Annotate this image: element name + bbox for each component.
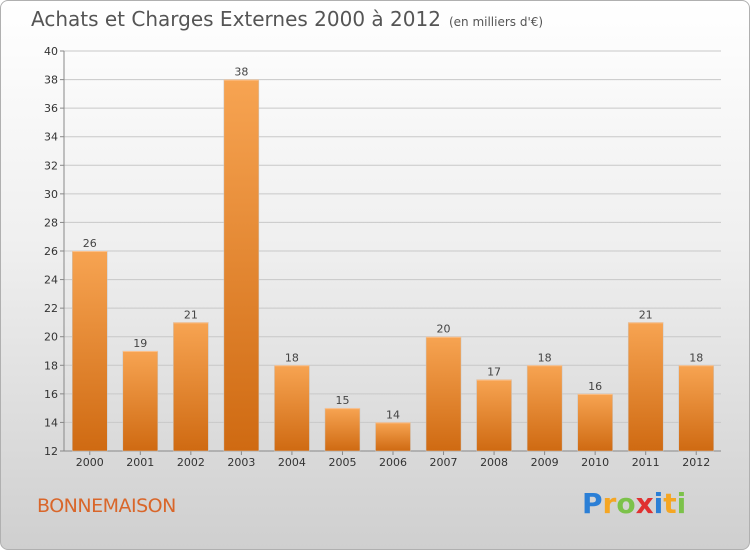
bar: [173, 322, 209, 452]
y-tick-label: 16: [44, 388, 58, 401]
bar: [274, 365, 310, 452]
data-label: 38: [234, 66, 248, 79]
y-tick-label: 40: [44, 45, 58, 58]
y-tick-label: 38: [44, 74, 58, 87]
data-label: 17: [487, 366, 501, 379]
bar: [223, 79, 260, 452]
bar: [375, 422, 411, 452]
x-tick-label: 2004: [278, 456, 306, 469]
bar: [122, 350, 159, 452]
data-label: 21: [639, 308, 653, 321]
y-tick-label: 36: [44, 102, 58, 115]
y-tick-label: 12: [44, 445, 58, 458]
y-tick-label: 20: [44, 331, 58, 344]
y-tick-label: 22: [44, 302, 58, 315]
data-label: 18: [538, 351, 552, 364]
bar: [627, 322, 664, 452]
x-tick-label: 2007: [430, 456, 458, 469]
location-name: BONNEMAISON: [37, 495, 176, 517]
bar: [577, 393, 613, 452]
bar: [476, 379, 512, 452]
bar: [324, 407, 361, 452]
x-tick-label: 2003: [227, 456, 255, 469]
y-tick-label: 24: [44, 274, 58, 287]
logo-letter: r: [602, 487, 617, 520]
y-tick-label: 28: [44, 216, 58, 229]
data-label: 26: [83, 237, 97, 250]
y-tick-label: 18: [44, 359, 58, 372]
x-tick-label: 2011: [632, 456, 660, 469]
bar: [526, 365, 563, 452]
x-tick-label: 2001: [126, 456, 154, 469]
y-tick-label: 30: [44, 188, 58, 201]
bar: [72, 250, 108, 452]
data-label: 18: [285, 351, 299, 364]
data-label: 18: [689, 351, 703, 364]
y-tick-label: 14: [44, 416, 58, 429]
x-tick-label: 2008: [480, 456, 508, 469]
chart-title-text: Achats et Charges Externes 2000 à 2012: [31, 7, 441, 31]
logo-letter: i: [653, 487, 664, 520]
y-tick-label: 34: [44, 131, 58, 144]
data-label: 16: [588, 380, 602, 393]
bar: [425, 336, 462, 452]
proxiti-logo: Proxiti: [582, 487, 686, 520]
logo-letter: i: [676, 487, 687, 520]
logo-letter: t: [663, 487, 677, 520]
data-label: 15: [335, 394, 349, 407]
data-label: 19: [133, 337, 147, 350]
logo-letter: P: [582, 487, 603, 520]
x-tick-label: 2010: [581, 456, 609, 469]
x-tick-label: 2002: [177, 456, 205, 469]
data-label: 14: [386, 408, 400, 421]
chart-unit: (en milliers d'€): [448, 15, 544, 29]
data-label: 21: [184, 308, 198, 321]
data-label: 20: [437, 323, 451, 336]
chart-title: Achats et Charges Externes 2000 à 2012 (e…: [31, 7, 543, 31]
y-tick-label: 32: [44, 159, 58, 172]
y-tick-label: 26: [44, 245, 58, 258]
x-tick-label: 2006: [379, 456, 407, 469]
x-tick-label: 2000: [76, 456, 104, 469]
x-tick-label: 2005: [328, 456, 356, 469]
x-tick-label: 2012: [682, 456, 710, 469]
bar: [678, 365, 714, 452]
x-tick-label: 2009: [531, 456, 559, 469]
logo-letter: x: [635, 487, 654, 520]
logo-letter: o: [616, 487, 636, 520]
